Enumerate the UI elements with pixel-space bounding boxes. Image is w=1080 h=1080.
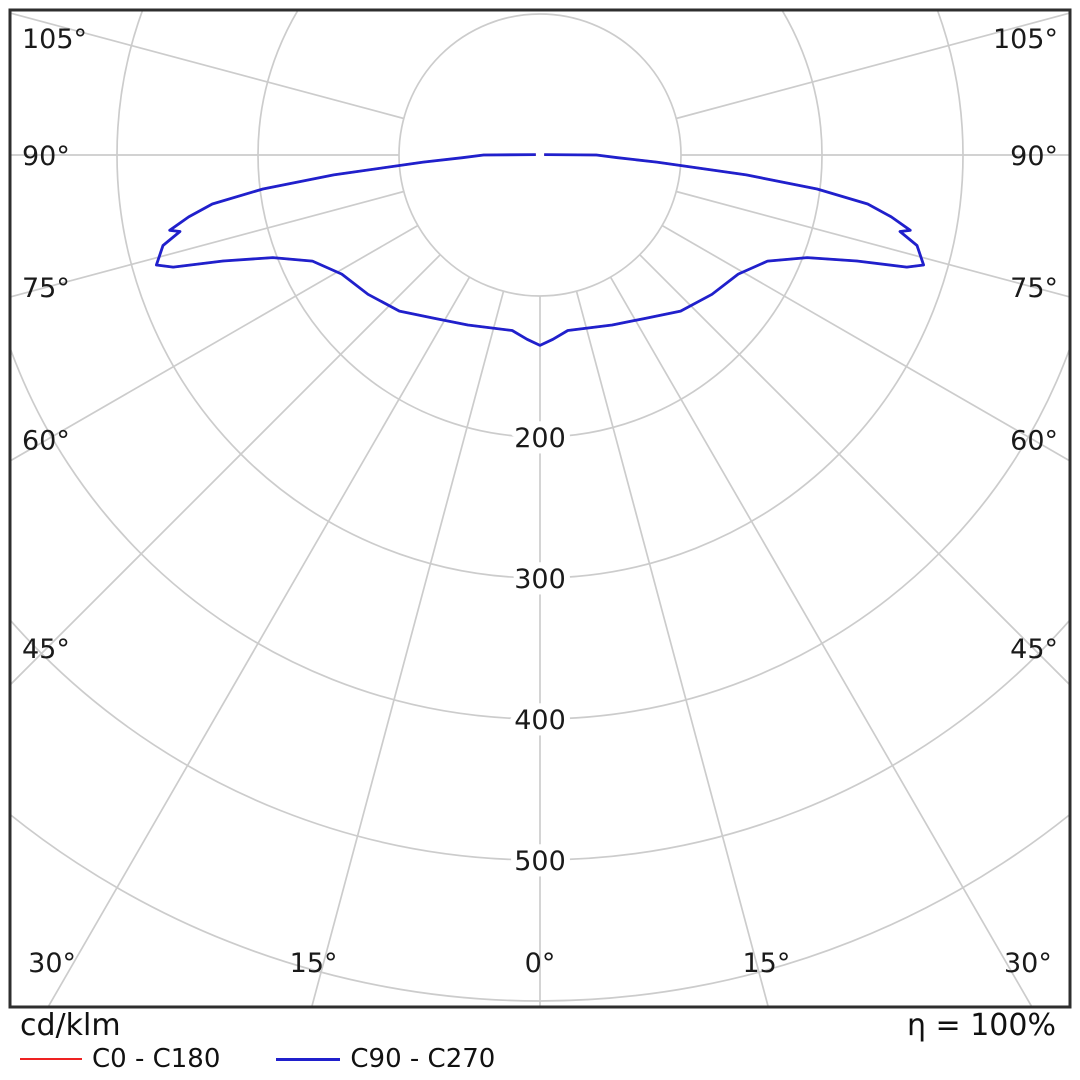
c90-c270-line-swatch bbox=[276, 1057, 341, 1061]
grid-spoke-45 bbox=[639, 254, 1070, 687]
grid-spoke--75 bbox=[10, 190, 405, 298]
grid-spoke-30 bbox=[609, 276, 1033, 1007]
ring-label-500: 500 bbox=[514, 846, 566, 877]
angle-label-60-left: 60° bbox=[22, 426, 70, 457]
grid-spoke-105 bbox=[675, 12, 1070, 120]
plot-border bbox=[8, 8, 1072, 1009]
efficiency-label: η = 100% bbox=[907, 1008, 1056, 1043]
curve-C90-C270 bbox=[154, 153, 925, 347]
grid-ring-100 bbox=[398, 13, 682, 297]
angle-label-15-left: 15° bbox=[290, 948, 338, 979]
angle-label-30-left: 30° bbox=[28, 948, 76, 979]
angle-label-75-right: 75° bbox=[1010, 273, 1058, 304]
angle-label-75-left: 75° bbox=[22, 273, 70, 304]
footer-row: cd/klm η = 100% bbox=[20, 1008, 1056, 1043]
legend-item-c0-c180: C0 - C180 bbox=[20, 1044, 220, 1074]
angle-label-105-left: 105° bbox=[22, 24, 87, 55]
grid-spoke--30 bbox=[47, 276, 471, 1007]
grid-spoke-15 bbox=[575, 290, 770, 1007]
ring-label-300: 300 bbox=[514, 564, 566, 595]
grid-spoke--105 bbox=[10, 12, 405, 120]
angle-label-45-left: 45° bbox=[22, 634, 70, 665]
legend-label-c0-c180: C0 - C180 bbox=[92, 1044, 221, 1074]
angle-label-15-right: 15° bbox=[742, 948, 790, 979]
angle-label-60-right: 60° bbox=[1010, 426, 1058, 457]
units-label: cd/klm bbox=[20, 1008, 121, 1043]
grid-spoke--15 bbox=[310, 290, 505, 1007]
grid-spoke--60 bbox=[10, 224, 419, 462]
ring-label-400: 400 bbox=[514, 705, 566, 736]
c0-c180-line-swatch bbox=[20, 1058, 82, 1060]
angle-label-90-right: 90° bbox=[1010, 141, 1058, 172]
legend-label-c90-c270: C90 - C270 bbox=[350, 1044, 496, 1074]
legend: C0 - C180 C90 - C270 bbox=[20, 1044, 495, 1074]
ring-label-200: 200 bbox=[514, 423, 566, 454]
legend-item-c90-c270: C90 - C270 bbox=[276, 1044, 495, 1074]
grid-spoke--45 bbox=[10, 254, 441, 687]
angle-label-90-left: 90° bbox=[22, 141, 70, 172]
angle-label-0: 0° bbox=[525, 948, 556, 979]
angle-label-45-right: 45° bbox=[1010, 634, 1058, 665]
angle-label-30-right: 30° bbox=[1004, 948, 1052, 979]
grid-spoke-75 bbox=[675, 190, 1070, 298]
angle-label-105-right: 105° bbox=[993, 24, 1058, 55]
grid-spoke-60 bbox=[661, 224, 1070, 462]
